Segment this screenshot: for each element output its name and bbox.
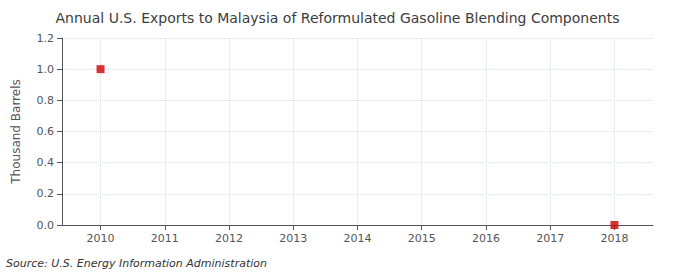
svg-text:Thousand Barrels: Thousand Barrels <box>9 79 23 184</box>
svg-text:2013: 2013 <box>279 232 307 245</box>
svg-text:Source: U.S. Energy Informatio: Source: U.S. Energy Information Administ… <box>6 257 267 270</box>
svg-text:2012: 2012 <box>215 232 243 245</box>
svg-text:0.6: 0.6 <box>37 125 55 138</box>
svg-text:2010: 2010 <box>87 232 115 245</box>
svg-text:2014: 2014 <box>344 232 372 245</box>
svg-text:0.4: 0.4 <box>37 156 55 169</box>
svg-text:2017: 2017 <box>536 232 564 245</box>
svg-text:1.2: 1.2 <box>37 32 55 45</box>
svg-text:1.0: 1.0 <box>37 63 55 76</box>
svg-text:0.2: 0.2 <box>37 187 55 200</box>
svg-text:2018: 2018 <box>600 232 628 245</box>
svg-text:0.8: 0.8 <box>37 94 55 107</box>
svg-text:0.0: 0.0 <box>37 219 55 232</box>
svg-text:Annual U.S. Exports to Malaysi: Annual U.S. Exports to Malaysia of Refor… <box>56 10 620 26</box>
svg-text:2011: 2011 <box>151 232 179 245</box>
svg-text:2016: 2016 <box>472 232 500 245</box>
svg-text:2015: 2015 <box>408 232 436 245</box>
